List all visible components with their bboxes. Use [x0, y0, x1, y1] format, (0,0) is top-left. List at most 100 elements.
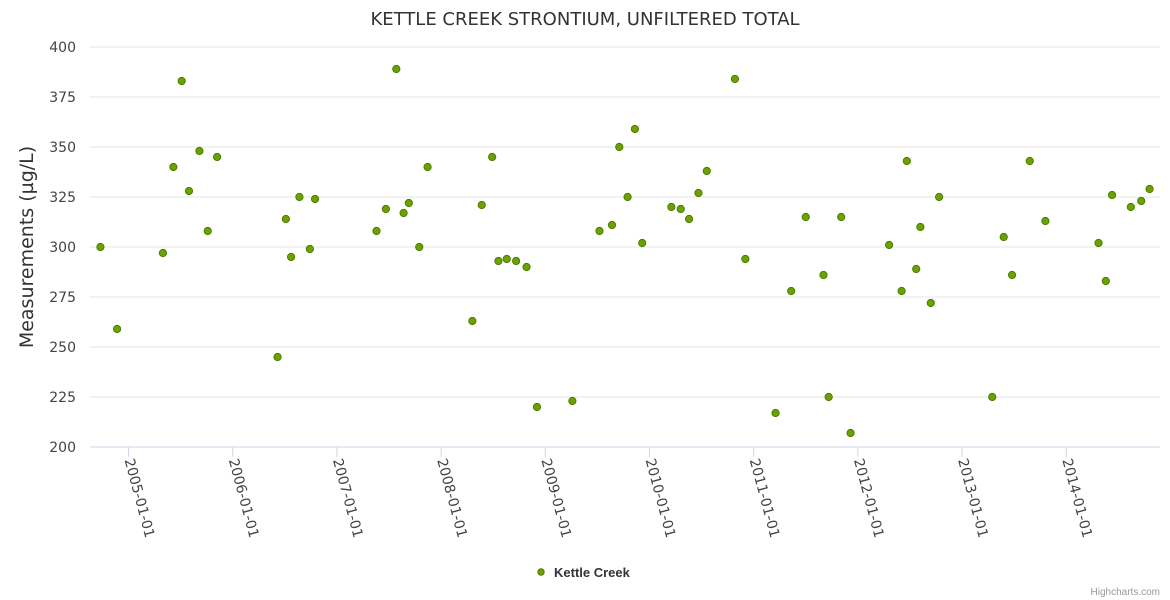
data-point[interactable] [286, 252, 296, 262]
data-point[interactable] [381, 204, 390, 214]
data-point[interactable] [676, 204, 685, 214]
data-point[interactable] [96, 242, 105, 252]
x-tick-label: 2007-01-01 [329, 457, 366, 540]
data-point[interactable] [771, 408, 780, 418]
data-point[interactable] [702, 166, 711, 176]
x-tick-label: 2013-01-01 [954, 457, 991, 540]
data-point[interactable] [824, 392, 833, 402]
y-tick-label: 375 [49, 90, 76, 106]
data-point[interactable] [988, 392, 997, 402]
data-point[interactable] [819, 270, 828, 280]
data-point[interactable] [423, 162, 432, 172]
data-point[interactable] [195, 146, 204, 156]
y-tick-label: 200 [49, 440, 76, 456]
data-point[interactable] [1025, 156, 1034, 166]
data-point[interactable] [415, 242, 424, 252]
data-point[interactable] [638, 238, 647, 248]
y-tick-label: 350 [49, 140, 76, 156]
data-point[interactable] [295, 192, 304, 202]
data-point[interactable] [1094, 238, 1103, 248]
data-point[interactable] [912, 264, 921, 274]
data-point[interactable] [203, 226, 212, 236]
data-point[interactable] [184, 186, 194, 196]
data-point[interactable] [1107, 190, 1117, 200]
data-point[interactable] [902, 156, 911, 166]
x-tick-label: 2010-01-01 [642, 457, 679, 540]
y-tick-label: 225 [49, 390, 76, 406]
data-point[interactable] [158, 248, 168, 258]
data-point[interactable] [801, 212, 810, 222]
data-point[interactable] [399, 208, 408, 218]
y-axis-ticks: 200 225 250 275 300 325 350 375 400 [49, 40, 76, 456]
x-tick-label: 2005-01-01 [121, 457, 158, 540]
data-point[interactable] [667, 202, 676, 212]
legend-item-kettle-creek[interactable]: Kettle Creek [554, 565, 631, 580]
data-point[interactable] [310, 194, 320, 204]
x-tick-label: 2012-01-01 [850, 457, 887, 540]
data-point[interactable] [1101, 276, 1110, 286]
data-point[interactable] [926, 298, 935, 308]
data-point[interactable] [916, 222, 925, 232]
x-tick-label: 2009-01-01 [537, 457, 574, 540]
data-point[interactable] [595, 226, 604, 236]
data-point[interactable] [1007, 270, 1017, 280]
data-point[interactable] [169, 162, 178, 172]
data-point[interactable] [372, 226, 381, 236]
data-point[interactable] [281, 214, 290, 224]
chart-title: KETTLE CREEK STRONTIUM, UNFILTERED TOTAL [370, 9, 799, 30]
data-point[interactable] [477, 200, 486, 210]
data-point[interactable] [630, 124, 639, 134]
data-point[interactable] [213, 152, 222, 162]
credits-link[interactable]: Highcharts.com [1091, 587, 1160, 598]
y-tick-label: 325 [49, 190, 76, 206]
data-point[interactable] [532, 402, 542, 412]
data-point[interactable] [568, 396, 577, 406]
data-point[interactable] [615, 142, 624, 152]
data-point[interactable] [1041, 216, 1050, 226]
data-point[interactable] [741, 254, 750, 264]
data-point[interactable] [694, 188, 703, 198]
data-point[interactable] [177, 76, 186, 86]
legend[interactable]: Kettle Creek [537, 565, 631, 580]
data-point[interactable] [787, 286, 796, 296]
data-point[interactable] [623, 192, 632, 202]
data-point[interactable] [502, 254, 511, 264]
x-tick-label: 2011-01-01 [746, 457, 783, 540]
data-point[interactable] [522, 262, 531, 272]
y-tick-label: 300 [49, 240, 76, 256]
legend-marker-icon [537, 568, 545, 576]
data-point[interactable] [305, 244, 314, 254]
data-point[interactable] [607, 220, 617, 230]
data-point[interactable] [999, 232, 1008, 242]
x-tick-label: 2014-01-01 [1058, 457, 1095, 540]
data-point[interactable] [885, 240, 894, 250]
data-point[interactable] [1145, 184, 1154, 194]
data-point[interactable] [273, 352, 282, 362]
data-point[interactable] [112, 324, 122, 334]
x-tick-label: 2006-01-01 [225, 457, 262, 540]
y-tick-label: 275 [49, 290, 76, 306]
data-point[interactable] [837, 212, 846, 222]
data-point[interactable] [1126, 202, 1135, 212]
data-point[interactable] [730, 74, 740, 84]
data-point[interactable] [846, 428, 855, 438]
y-tick-label: 400 [49, 40, 76, 56]
data-point[interactable] [684, 214, 694, 224]
data-point[interactable] [488, 152, 497, 162]
data-point[interactable] [1137, 196, 1146, 206]
y-tick-label: 250 [49, 340, 76, 356]
data-point[interactable] [392, 64, 401, 74]
data-point[interactable] [935, 192, 944, 202]
data-points [96, 64, 1154, 438]
x-axis-ticks: 2005-01-01 2006-01-01 2007-01-01 2008-01-01… [121, 447, 1095, 540]
data-point[interactable] [512, 256, 521, 266]
data-point[interactable] [468, 316, 477, 326]
data-point[interactable] [404, 198, 413, 208]
y-axis-label: Measurements (µg/L) [16, 146, 38, 348]
grid-lines [90, 46, 1160, 398]
x-tick-label: 2008-01-01 [433, 457, 470, 540]
data-point[interactable] [494, 256, 503, 266]
data-point[interactable] [897, 286, 906, 296]
